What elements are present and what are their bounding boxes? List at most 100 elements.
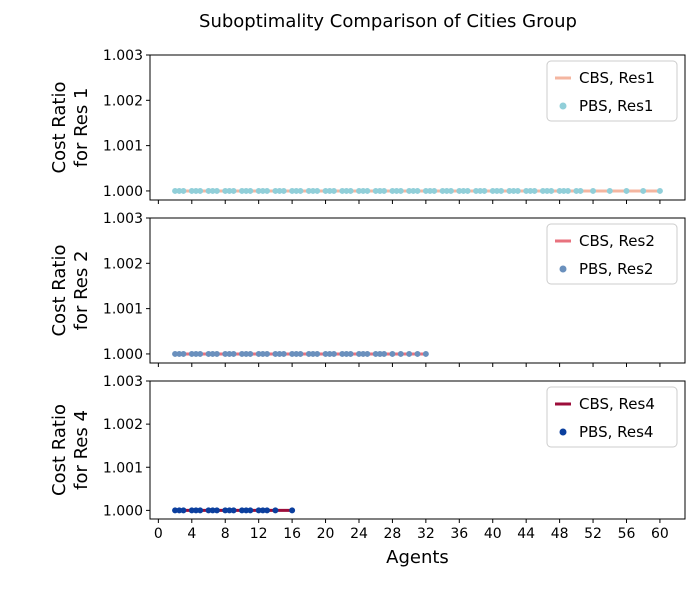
data-point (180, 507, 187, 514)
data-point (280, 187, 287, 194)
data-point (343, 187, 350, 194)
data-point (539, 187, 546, 194)
data-point (172, 187, 179, 194)
data-point (272, 507, 279, 514)
y-tick-label: 1.000 (103, 503, 143, 519)
y-axis-label: Cost Ratio (49, 245, 70, 337)
x-tick-label: 40 (484, 526, 502, 542)
data-point (197, 507, 204, 514)
legend-box (546, 223, 678, 285)
chart-title: Suboptimality Comparison of Cities Group (199, 11, 577, 32)
data-point (243, 507, 250, 514)
data-point (623, 187, 630, 194)
data-point (339, 350, 346, 357)
data-point (205, 350, 212, 357)
data-point (314, 187, 321, 194)
data-point (427, 187, 434, 194)
data-point (322, 350, 329, 357)
x-tick-label: 28 (384, 526, 402, 542)
data-point (188, 187, 195, 194)
data-point (305, 350, 312, 357)
data-point (372, 187, 379, 194)
data-point (205, 507, 212, 514)
legend-box (546, 386, 678, 448)
data-point (360, 187, 367, 194)
data-point (310, 350, 317, 357)
x-tick-label: 52 (584, 526, 602, 542)
legend-swatch-point (559, 102, 567, 110)
data-point (330, 187, 337, 194)
y-tick-label: 1.001 (103, 139, 143, 155)
data-point (280, 350, 287, 357)
data-point (355, 350, 362, 357)
data-point (259, 187, 266, 194)
data-point (293, 187, 300, 194)
x-tick-label: 60 (651, 526, 669, 542)
data-point (188, 350, 195, 357)
data-point (339, 187, 346, 194)
data-point (230, 187, 237, 194)
plot-frame (149, 380, 686, 520)
data-point (222, 187, 229, 194)
data-point (556, 187, 563, 194)
data-point (443, 187, 450, 194)
data-point (656, 187, 663, 194)
legend-label: CBS, Res2 (579, 232, 655, 250)
data-point (310, 187, 317, 194)
data-point (381, 187, 388, 194)
y-tick-label: 1.001 (103, 460, 143, 476)
data-point (489, 187, 496, 194)
data-point (564, 187, 571, 194)
y-axis-label: Cost Ratio (49, 404, 70, 496)
data-point (180, 187, 187, 194)
data-point (230, 350, 237, 357)
data-point (506, 187, 513, 194)
data-point (255, 507, 262, 514)
data-point (276, 187, 283, 194)
data-point (523, 187, 530, 194)
data-point (238, 187, 245, 194)
data-point (226, 187, 233, 194)
data-point (447, 187, 454, 194)
data-point (464, 187, 471, 194)
data-point (364, 187, 371, 194)
plot-frame (149, 217, 686, 364)
legend-swatch-point (559, 265, 567, 273)
legend-swatch-point (559, 428, 567, 436)
legend-label: PBS, Res4 (579, 423, 653, 441)
x-tick-label: 48 (551, 526, 569, 542)
data-point (297, 187, 304, 194)
data-point (330, 350, 337, 357)
x-tick-label: 12 (250, 526, 268, 542)
data-point (259, 350, 266, 357)
data-point (226, 350, 233, 357)
data-point (213, 507, 220, 514)
data-point (209, 350, 216, 357)
data-point (238, 350, 245, 357)
x-tick-label: 36 (450, 526, 468, 542)
data-point (347, 187, 354, 194)
data-point (197, 350, 204, 357)
data-point (531, 187, 538, 194)
x-axis-label: Agents (386, 547, 449, 568)
plot-frame (149, 54, 686, 201)
data-point (264, 187, 271, 194)
data-point (276, 350, 283, 357)
data-point (422, 350, 429, 357)
data-point (473, 187, 480, 194)
data-point (172, 350, 179, 357)
data-point (360, 350, 367, 357)
y-tick-label: 1.003 (103, 211, 143, 227)
y-tick-label: 1.002 (103, 93, 143, 109)
data-point (548, 187, 555, 194)
data-point (172, 507, 179, 514)
legend-box (546, 60, 678, 122)
data-point (397, 187, 404, 194)
data-point (376, 187, 383, 194)
data-point (255, 187, 262, 194)
data-point (243, 350, 250, 357)
data-point (176, 350, 183, 357)
data-point (590, 187, 597, 194)
